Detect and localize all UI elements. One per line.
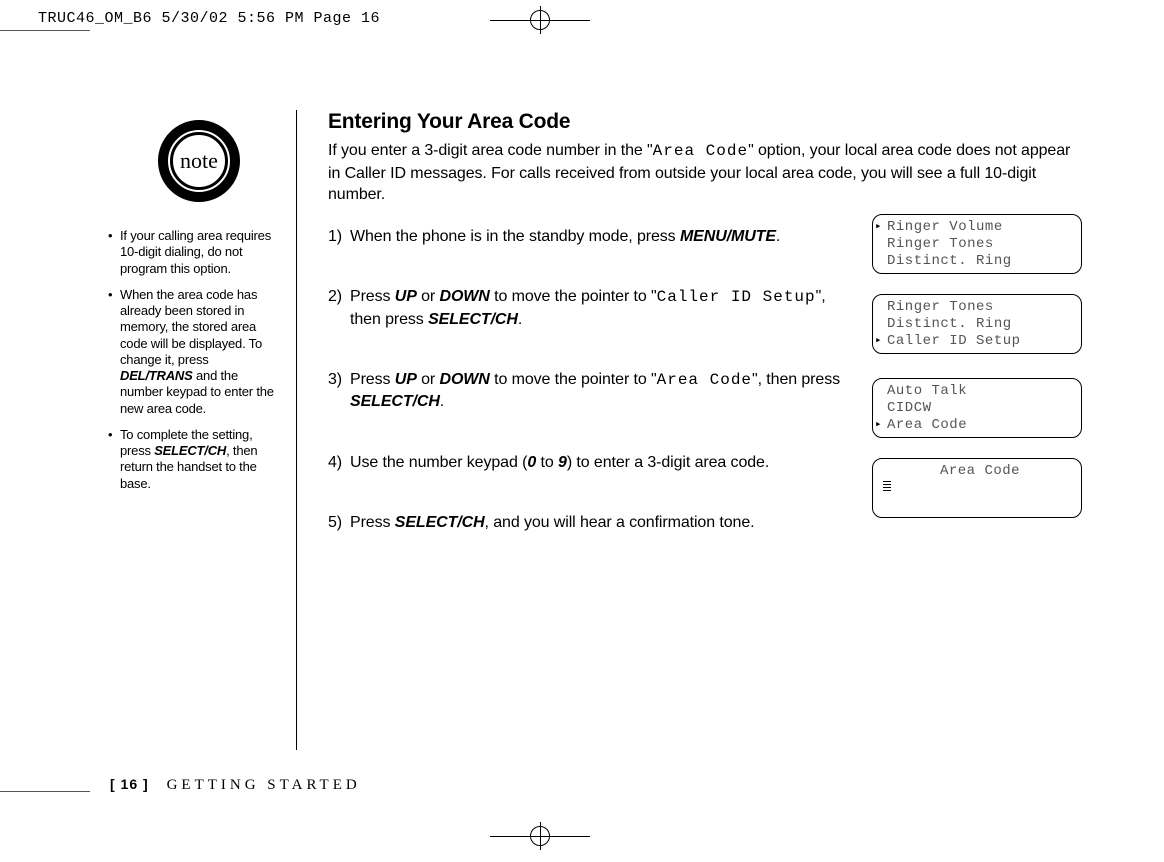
print-header: TRUC46_OM_B6 5/30/02 5:56 PM Page 16 (38, 10, 380, 27)
note-item: To complete the setting, press SELECT/CH… (108, 427, 278, 492)
note-list: If your calling area requires 10-digit d… (108, 228, 278, 492)
step-2: 2) Press UP or DOWN to move the pointer … (328, 286, 848, 331)
note-item: If your calling area requires 10-digit d… (108, 228, 278, 277)
lcd-screen-4: Area Code (872, 458, 1082, 518)
lcd-screen-2: Ringer Tones Distinct. Ring Caller ID Se… (872, 294, 1082, 354)
lcd-row: Auto Talk (887, 383, 1073, 400)
lcd-row: Ringer Volume (887, 219, 1073, 236)
lcd-row: Distinct. Ring (887, 316, 1073, 333)
intro-paragraph: If you enter a 3-digit area code number … (328, 140, 1072, 206)
lcd-row: Area Code (887, 463, 1073, 480)
cursor-icon (883, 481, 891, 493)
lcd-row: CIDCW (887, 400, 1073, 417)
step-4: 4) Use the number keypad (0 to 9) to ent… (328, 452, 848, 474)
lcd-screen-3: Auto Talk CIDCW Area Code (872, 378, 1082, 438)
vertical-divider (296, 110, 297, 750)
lcd-row (887, 480, 1073, 497)
lcd-row: Distinct. Ring (887, 253, 1073, 270)
lcd-row: Caller ID Setup (887, 333, 1073, 350)
page-number: [ 16 ] (110, 776, 149, 792)
lcd-screen-1: Ringer Volume Ringer Tones Distinct. Rin… (872, 214, 1082, 274)
lcd-row: Area Code (887, 417, 1073, 434)
note-badge-label: note (180, 148, 218, 174)
note-badge-icon: note (158, 120, 240, 202)
main-column: Entering Your Area Code If you enter a 3… (328, 110, 1072, 573)
page-footer: [ 16 ] GETTING STARTED (110, 776, 361, 794)
edge-line (0, 30, 90, 31)
sidebar-note: note If your calling area requires 10-di… (108, 120, 278, 502)
page-title: Entering Your Area Code (328, 110, 1072, 134)
edge-line (0, 791, 90, 792)
step-5: 5) Press SELECT/CH, and you will hear a … (328, 512, 848, 534)
section-title: GETTING STARTED (167, 777, 361, 793)
lcd-row: Ringer Tones (887, 299, 1073, 316)
step-3: 3) Press UP or DOWN to move the pointer … (328, 369, 848, 414)
steps: 1) When the phone is in the standby mode… (328, 226, 848, 535)
note-item: When the area code has already been stor… (108, 287, 278, 417)
lcd-row: Ringer Tones (887, 236, 1073, 253)
step-1: 1) When the phone is in the standby mode… (328, 226, 848, 248)
